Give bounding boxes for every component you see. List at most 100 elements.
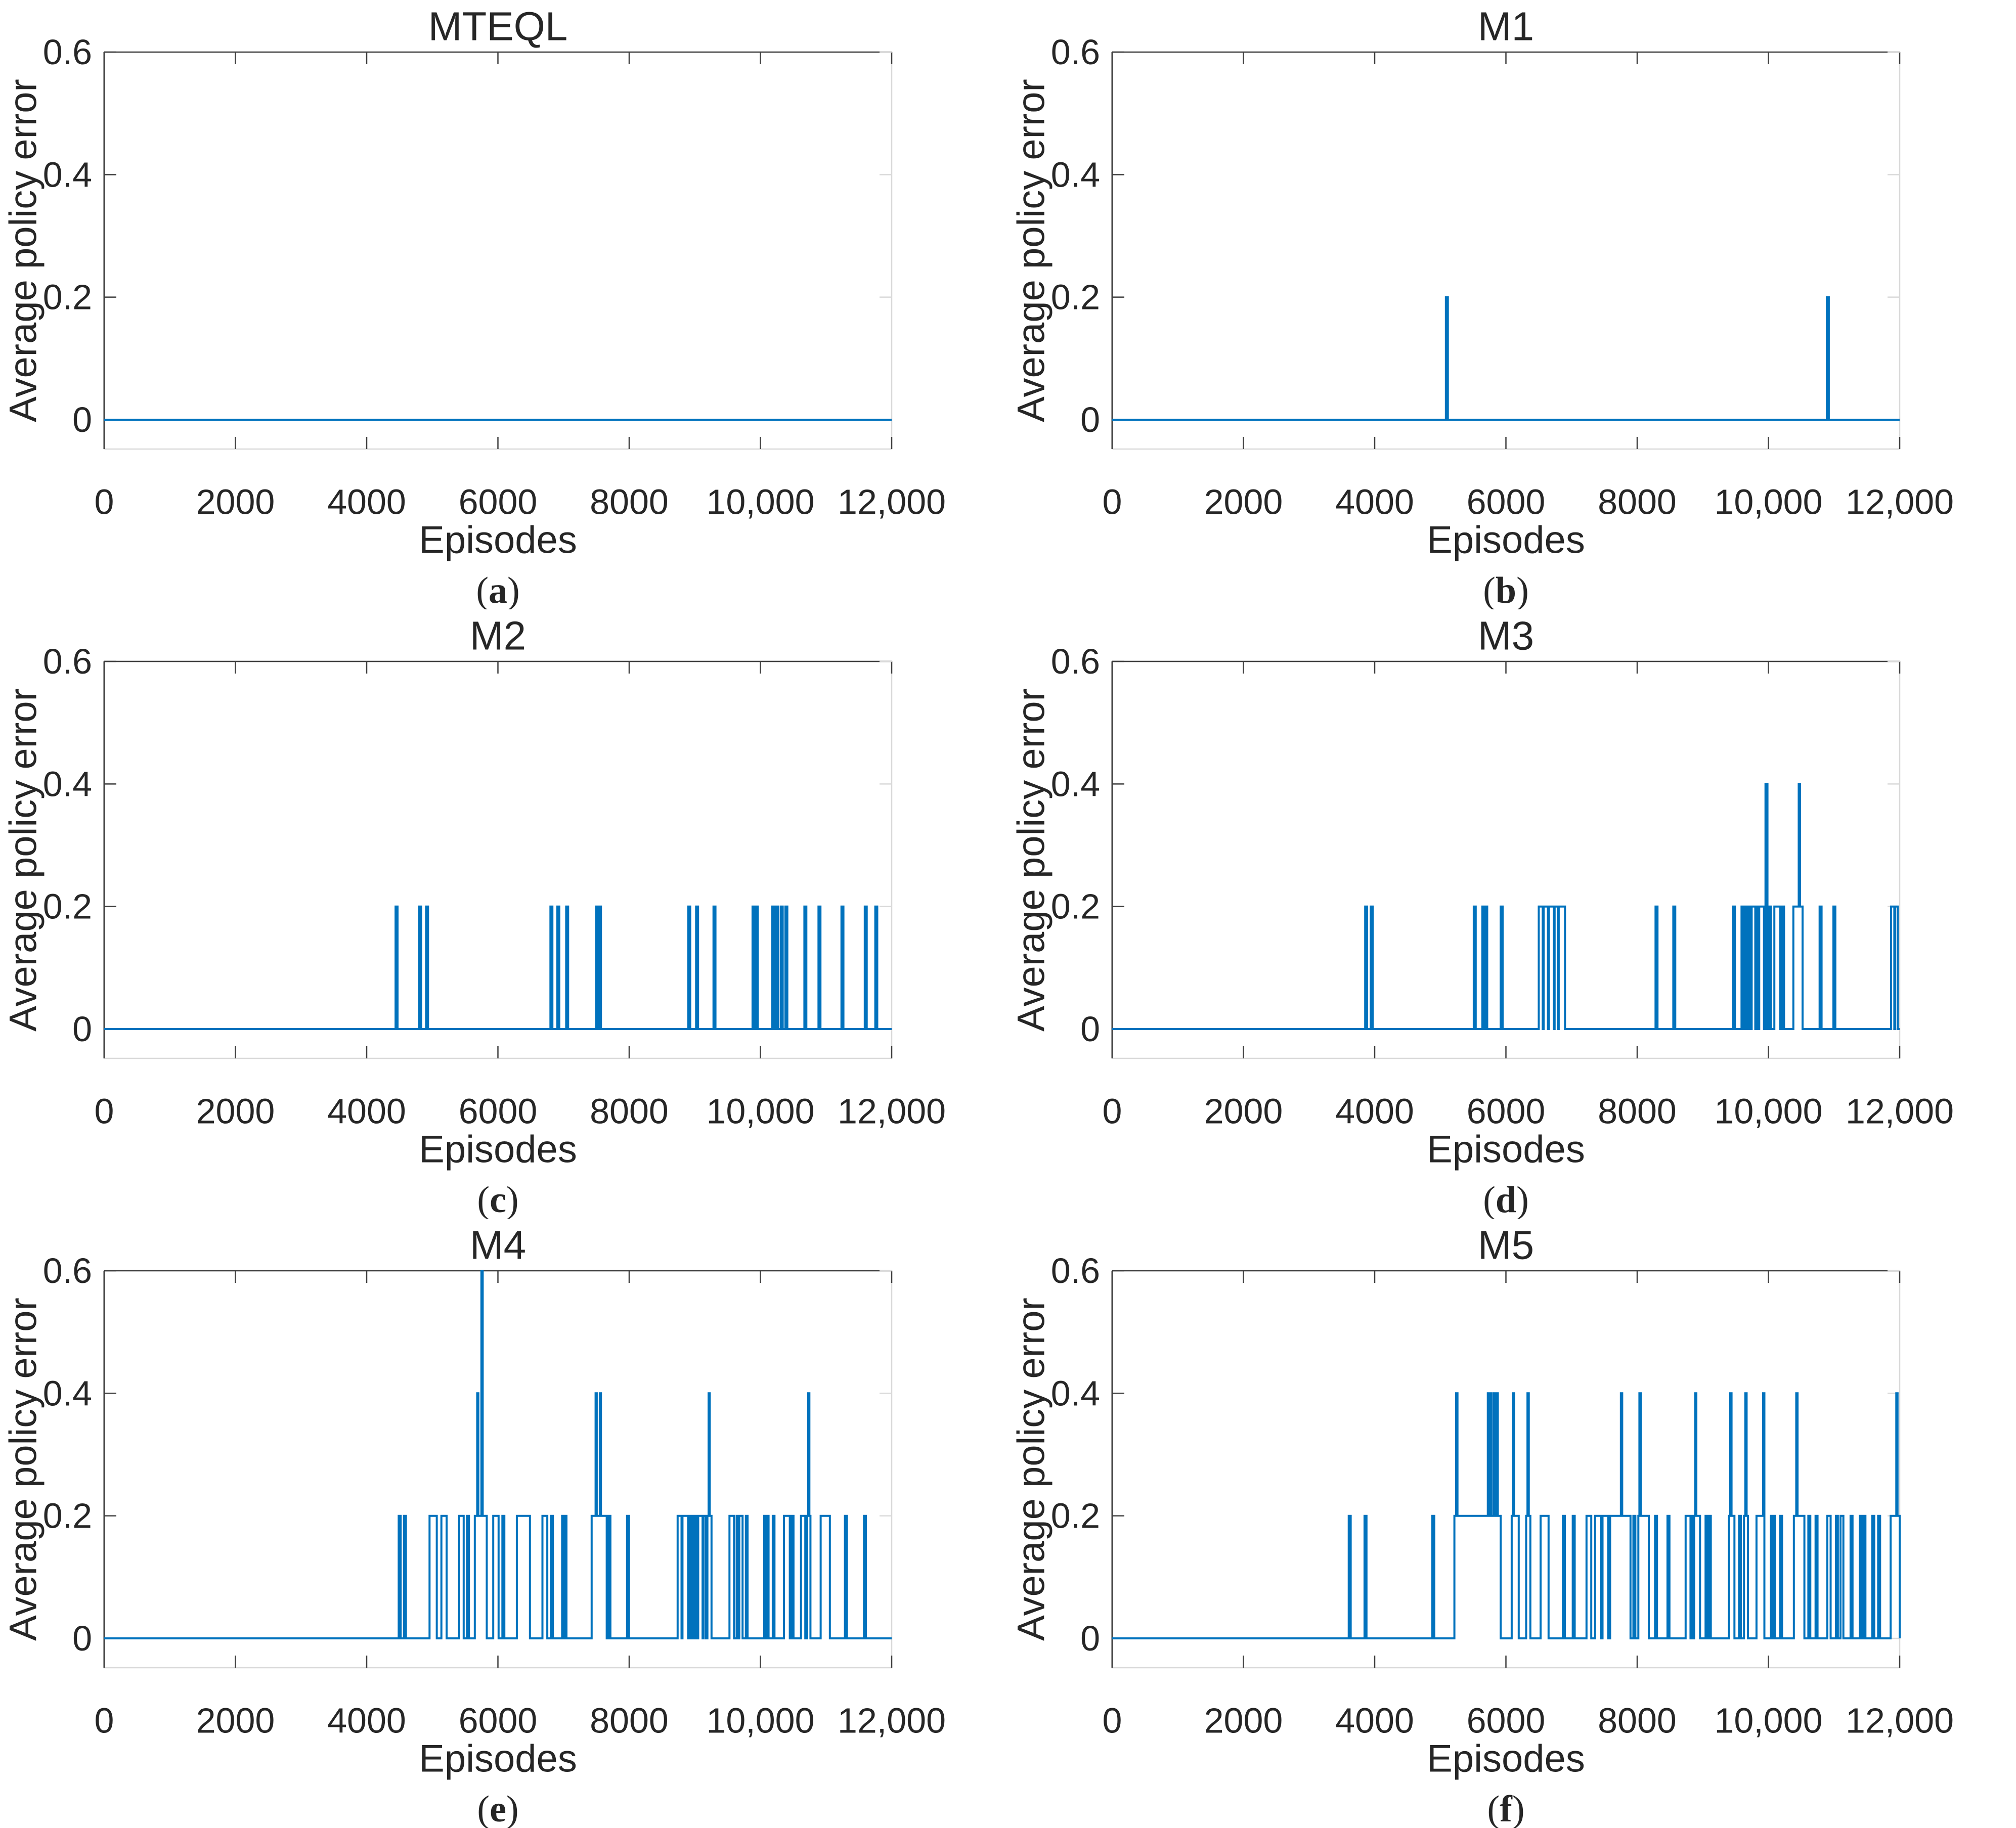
policy-error-line bbox=[104, 1270, 892, 1639]
y-tick-label: 0.4 bbox=[43, 1373, 92, 1413]
x-tick-label: 0 bbox=[95, 482, 114, 521]
y-tick-label: 0.6 bbox=[1051, 32, 1100, 72]
y-tick-label: 0 bbox=[1080, 1009, 1100, 1049]
panel-title: MTEQL bbox=[428, 4, 568, 49]
policy-error-line bbox=[1112, 296, 1900, 421]
panel-title: M2 bbox=[470, 613, 526, 658]
x-tick-label: 0 bbox=[1103, 1091, 1122, 1131]
x-tick-label: 8000 bbox=[590, 1091, 669, 1131]
x-tick-label: 10,000 bbox=[1714, 1091, 1822, 1131]
x-tick-label: 0 bbox=[1103, 482, 1122, 521]
x-tick-label: 10,000 bbox=[706, 482, 814, 521]
x-tick-label: 8000 bbox=[590, 482, 669, 521]
x-tick-label: 0 bbox=[1103, 1701, 1122, 1740]
panel-title: M1 bbox=[1478, 4, 1534, 49]
chart-svg-b: 0 2000 4000 6000 8000 10,000 12,000 0 0.2 0.4 0.6 M… bbox=[1010, 4, 1954, 610]
x-tick-label: 2000 bbox=[196, 1091, 275, 1131]
y-tick-label: 0.2 bbox=[43, 887, 92, 926]
x-tick-label: 10,000 bbox=[1714, 482, 1822, 521]
x-tick-label: 12,000 bbox=[838, 1091, 946, 1131]
x-axis-label: Episodes bbox=[419, 1128, 577, 1171]
y-tick-label: 0.2 bbox=[1051, 887, 1100, 926]
policy-error-line bbox=[104, 905, 892, 1030]
y-tick-label: 0 bbox=[72, 400, 92, 439]
y-axis-label: Average policy error bbox=[1010, 1298, 1053, 1641]
panel-caption: (f) bbox=[1487, 1789, 1525, 1828]
x-tick-label: 10,000 bbox=[706, 1701, 814, 1740]
x-tick-label: 6000 bbox=[1467, 1091, 1546, 1131]
x-axis-label: Episodes bbox=[419, 1737, 577, 1780]
x-tick-label: 4000 bbox=[327, 1701, 406, 1740]
x-tick-label: 4000 bbox=[1335, 1091, 1414, 1131]
panel-m1: 0 2000 4000 6000 8000 10,000 12,000 0 0.2 0.4 0.6 M… bbox=[1008, 0, 2016, 610]
y-tick-label: 0.6 bbox=[43, 642, 92, 681]
y-tick-label: 0.4 bbox=[43, 764, 92, 804]
panel-caption: (c) bbox=[477, 1179, 518, 1219]
y-tick-label: 0.4 bbox=[1051, 764, 1100, 804]
y-tick-label: 0.2 bbox=[43, 1496, 92, 1536]
x-tick-label: 6000 bbox=[459, 1091, 538, 1131]
panel-caption: (b) bbox=[1483, 570, 1528, 609]
panel-m2: 0 2000 4000 6000 8000 10,000 12,000 0 0.2 0.4 0.6 M… bbox=[0, 609, 1008, 1219]
panel-title: M3 bbox=[1478, 613, 1534, 658]
x-tick-label: 12,000 bbox=[838, 1701, 946, 1740]
y-axis-label: Average policy error bbox=[2, 79, 45, 422]
x-tick-label: 8000 bbox=[590, 1701, 669, 1740]
y-axis-label: Average policy error bbox=[1010, 79, 1053, 422]
y-tick-label: 0.2 bbox=[1051, 1496, 1100, 1536]
x-tick-label: 8000 bbox=[1598, 1091, 1677, 1131]
x-tick-label: 6000 bbox=[1467, 482, 1546, 521]
panel-m5: 0 2000 4000 6000 8000 10,000 12,000 0 0.2 0.4 0.6 M… bbox=[1008, 1219, 2016, 1828]
x-tick-label: 12,000 bbox=[1846, 1091, 1954, 1131]
y-tick-label: 0.6 bbox=[43, 1251, 92, 1290]
x-tick-label: 6000 bbox=[459, 1701, 538, 1740]
x-axis-label: Episodes bbox=[1427, 519, 1585, 562]
y-axis-label: Average policy error bbox=[2, 1298, 45, 1641]
x-tick-label: 10,000 bbox=[706, 1091, 814, 1131]
y-tick-label: 0.4 bbox=[1051, 1373, 1100, 1413]
x-tick-label: 2000 bbox=[1204, 1701, 1283, 1740]
y-tick-label: 0.4 bbox=[1051, 155, 1100, 194]
panel-caption: (e) bbox=[477, 1789, 518, 1828]
panel-m3: 0 2000 4000 6000 8000 10,000 12,000 0 0.2 0.4 0.6 M… bbox=[1008, 609, 2016, 1219]
y-tick-label: 0.2 bbox=[43, 278, 92, 317]
x-tick-label: 12,000 bbox=[1846, 482, 1954, 521]
x-tick-label: 4000 bbox=[1335, 482, 1414, 521]
y-tick-label: 0 bbox=[1080, 400, 1100, 439]
x-tick-label: 10,000 bbox=[1714, 1701, 1822, 1740]
x-tick-label: 4000 bbox=[1335, 1701, 1414, 1740]
x-tick-label: 12,000 bbox=[838, 482, 946, 521]
y-tick-label: 0.6 bbox=[43, 32, 92, 72]
y-axis-label: Average policy error bbox=[2, 688, 45, 1032]
y-axis-label: Average policy error bbox=[1010, 688, 1053, 1032]
x-axis-label: Episodes bbox=[1427, 1128, 1585, 1171]
panel-caption: (a) bbox=[476, 570, 519, 609]
y-tick-label: 0.2 bbox=[1051, 278, 1100, 317]
panel-mteql: 0 2000 4000 6000 8000 10,000 12,000 0 0.2 0.4 0.6 M… bbox=[0, 0, 1008, 610]
y-tick-label: 0.4 bbox=[43, 155, 92, 194]
y-tick-label: 0 bbox=[72, 1619, 92, 1658]
x-tick-label: 0 bbox=[95, 1701, 114, 1740]
chart-svg-d: 0 2000 4000 6000 8000 10,000 12,000 0 0.2 0.4 0.6 M… bbox=[1010, 613, 1954, 1219]
x-tick-label: 6000 bbox=[1467, 1701, 1546, 1740]
panel-title: M5 bbox=[1478, 1223, 1534, 1268]
x-tick-label: 4000 bbox=[327, 1091, 406, 1131]
x-tick-label: 8000 bbox=[1598, 1701, 1677, 1740]
policy-error-line bbox=[1112, 783, 1900, 1030]
panel-caption: (d) bbox=[1483, 1179, 1528, 1219]
x-tick-label: 2000 bbox=[196, 482, 275, 521]
x-tick-label: 12,000 bbox=[1846, 1701, 1954, 1740]
chart-svg-c: 0 2000 4000 6000 8000 10,000 12,000 0 0.2 0.4 0.6 M… bbox=[2, 613, 946, 1219]
x-axis-label: Episodes bbox=[1427, 1737, 1585, 1780]
x-tick-label: 6000 bbox=[459, 482, 538, 521]
x-tick-label: 2000 bbox=[1204, 482, 1283, 521]
panel-title: M4 bbox=[470, 1223, 526, 1268]
y-tick-label: 0.6 bbox=[1051, 1251, 1100, 1290]
x-tick-label: 8000 bbox=[1598, 482, 1677, 521]
y-tick-label: 0 bbox=[1080, 1619, 1100, 1658]
panel-m4: 0 2000 4000 6000 8000 10,000 12,000 0 0.2 0.4 0.6 M… bbox=[0, 1219, 1008, 1828]
x-tick-label: 2000 bbox=[196, 1701, 275, 1740]
plot-box bbox=[1111, 51, 1901, 450]
plot-box bbox=[103, 51, 893, 450]
